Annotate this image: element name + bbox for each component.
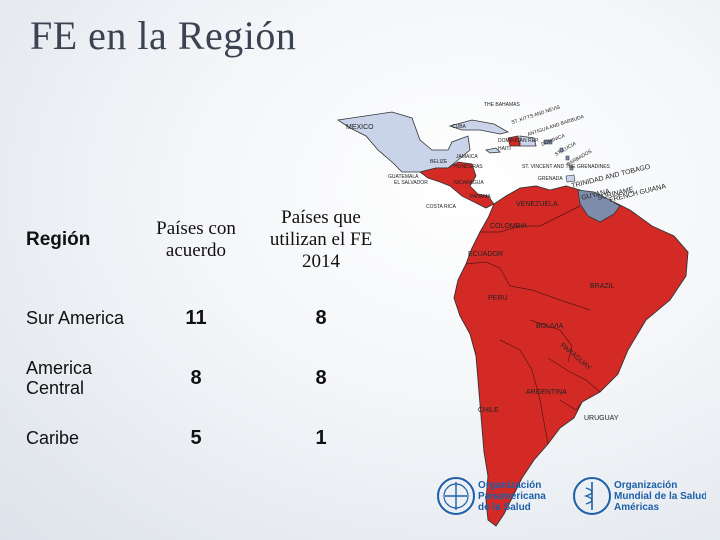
header-agreement: Países con acuerdo [156, 218, 236, 261]
label-brazil: BRAZIL [590, 283, 615, 290]
cell-use: 8 [315, 366, 327, 389]
cell-agreement: 11 [185, 306, 207, 329]
table-row: Sur America 11 8 [26, 288, 386, 348]
who-line3: Américas [614, 502, 659, 513]
cell-agreement: 8 [190, 366, 202, 389]
table-header-row: Región Países con acuerdo Países que uti… [26, 192, 386, 288]
cell-agreement: 5 [190, 426, 202, 449]
cell-use: 1 [315, 426, 327, 449]
label-st-vincent: ST. VINCENT AND THE GRENADINES [522, 164, 611, 170]
paho-line2: Panamericana [478, 491, 546, 502]
table-row: America Central 8 8 [26, 348, 386, 408]
label-el-salvador: EL SALVADOR [394, 180, 428, 186]
cell-region: America Central [26, 358, 93, 398]
label-st-lucia: ST. LUCIA [554, 141, 578, 158]
paho-line1: Organización [478, 480, 541, 491]
label-dominica: DOMINICA [541, 133, 567, 148]
who-line1: Organización [614, 480, 677, 491]
trinidad-region [565, 174, 576, 183]
cuba-region [448, 119, 510, 135]
label-costa-rica: COSTA RICA [426, 204, 457, 210]
label-argentina: ARGENTINA [526, 389, 567, 396]
cell-use: 8 [315, 306, 327, 329]
header-region: Región [26, 229, 91, 250]
label-guatemala: GUATEMALA [388, 174, 419, 180]
mexico-region [336, 111, 471, 173]
logos: Organización Panamericana de la Salud Or… [437, 477, 706, 515]
guyanas-region [577, 189, 621, 223]
label-colombia: COLOMBIA [490, 223, 527, 230]
label-uruguay: URUGUAY [584, 415, 619, 422]
label-nicaragua: NICARAGUA [454, 180, 484, 186]
paho-logo: Organización Panamericana de la Salud [437, 477, 546, 515]
caribbean-islands [543, 139, 574, 171]
dominican-rep-region [519, 135, 537, 147]
who-logo: Organización Mundial de la Salud América… [573, 477, 706, 515]
jamaica-region [485, 147, 501, 154]
paho-line3: de la Salud [478, 502, 531, 513]
label-panama: PANAMA [470, 194, 491, 200]
cell-region: Sur America [26, 308, 125, 328]
label-cuba: CUBA [452, 124, 467, 130]
label-belize: BELIZE [430, 159, 448, 165]
region-table: Región Países con acuerdo Países que uti… [26, 192, 386, 468]
label-jamaica: JAMAICA [456, 154, 478, 160]
page-title: FE en la Región [30, 13, 297, 58]
label-grenada: GRENADA [538, 176, 563, 182]
cell-region: Caribe [26, 428, 80, 448]
table-row: Caribe 5 1 [26, 408, 386, 468]
label-chile: CHILE [478, 407, 499, 414]
header-use: Países que utilizan el FE 2014 [269, 207, 373, 272]
label-dom-rep: DOMINICAN REP. [498, 138, 539, 144]
label-bolivia: BOLIVIA [536, 323, 564, 330]
label-mexico: MEXICO [346, 124, 374, 131]
label-ecuador: ECUADOR [468, 251, 503, 258]
label-bahamas: THE BAHAMAS [484, 102, 521, 108]
central-america-region [419, 161, 495, 209]
who-line2: Mundial de la Salud [614, 491, 706, 502]
label-haiti: HAITI [498, 146, 511, 152]
label-peru: PERU [488, 295, 507, 302]
label-honduras: HONDURAS [454, 164, 483, 170]
label-venezuela: VENEZUELA [516, 201, 558, 208]
